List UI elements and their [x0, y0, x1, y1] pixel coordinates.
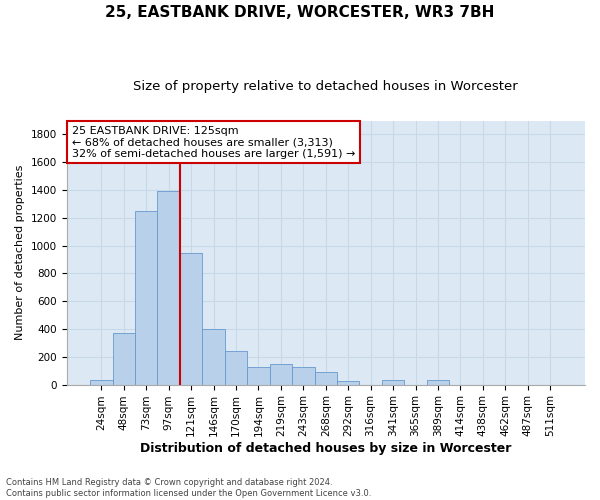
Bar [382, 380, 404, 384]
Text: 25, EASTBANK DRIVE, WORCESTER, WR3 7BH: 25, EASTBANK DRIVE, WORCESTER, WR3 7BH [106, 5, 494, 20]
Bar [135, 211, 157, 384]
Bar [269, 364, 292, 384]
X-axis label: Distribution of detached houses by size in Worcester: Distribution of detached houses by size … [140, 442, 511, 455]
Bar [337, 381, 359, 384]
Y-axis label: Number of detached properties: Number of detached properties [15, 165, 25, 340]
Bar [113, 333, 135, 384]
Bar [157, 192, 180, 384]
Bar [314, 372, 337, 384]
Text: Contains HM Land Registry data © Crown copyright and database right 2024.
Contai: Contains HM Land Registry data © Crown c… [6, 478, 371, 498]
Bar [427, 380, 449, 384]
Title: Size of property relative to detached houses in Worcester: Size of property relative to detached ho… [133, 80, 518, 93]
Bar [225, 351, 247, 384]
Bar [90, 380, 113, 384]
Bar [202, 329, 225, 384]
Text: 25 EASTBANK DRIVE: 125sqm
← 68% of detached houses are smaller (3,313)
32% of se: 25 EASTBANK DRIVE: 125sqm ← 68% of detac… [72, 126, 355, 159]
Bar [247, 366, 269, 384]
Bar [292, 366, 314, 384]
Bar [180, 252, 202, 384]
